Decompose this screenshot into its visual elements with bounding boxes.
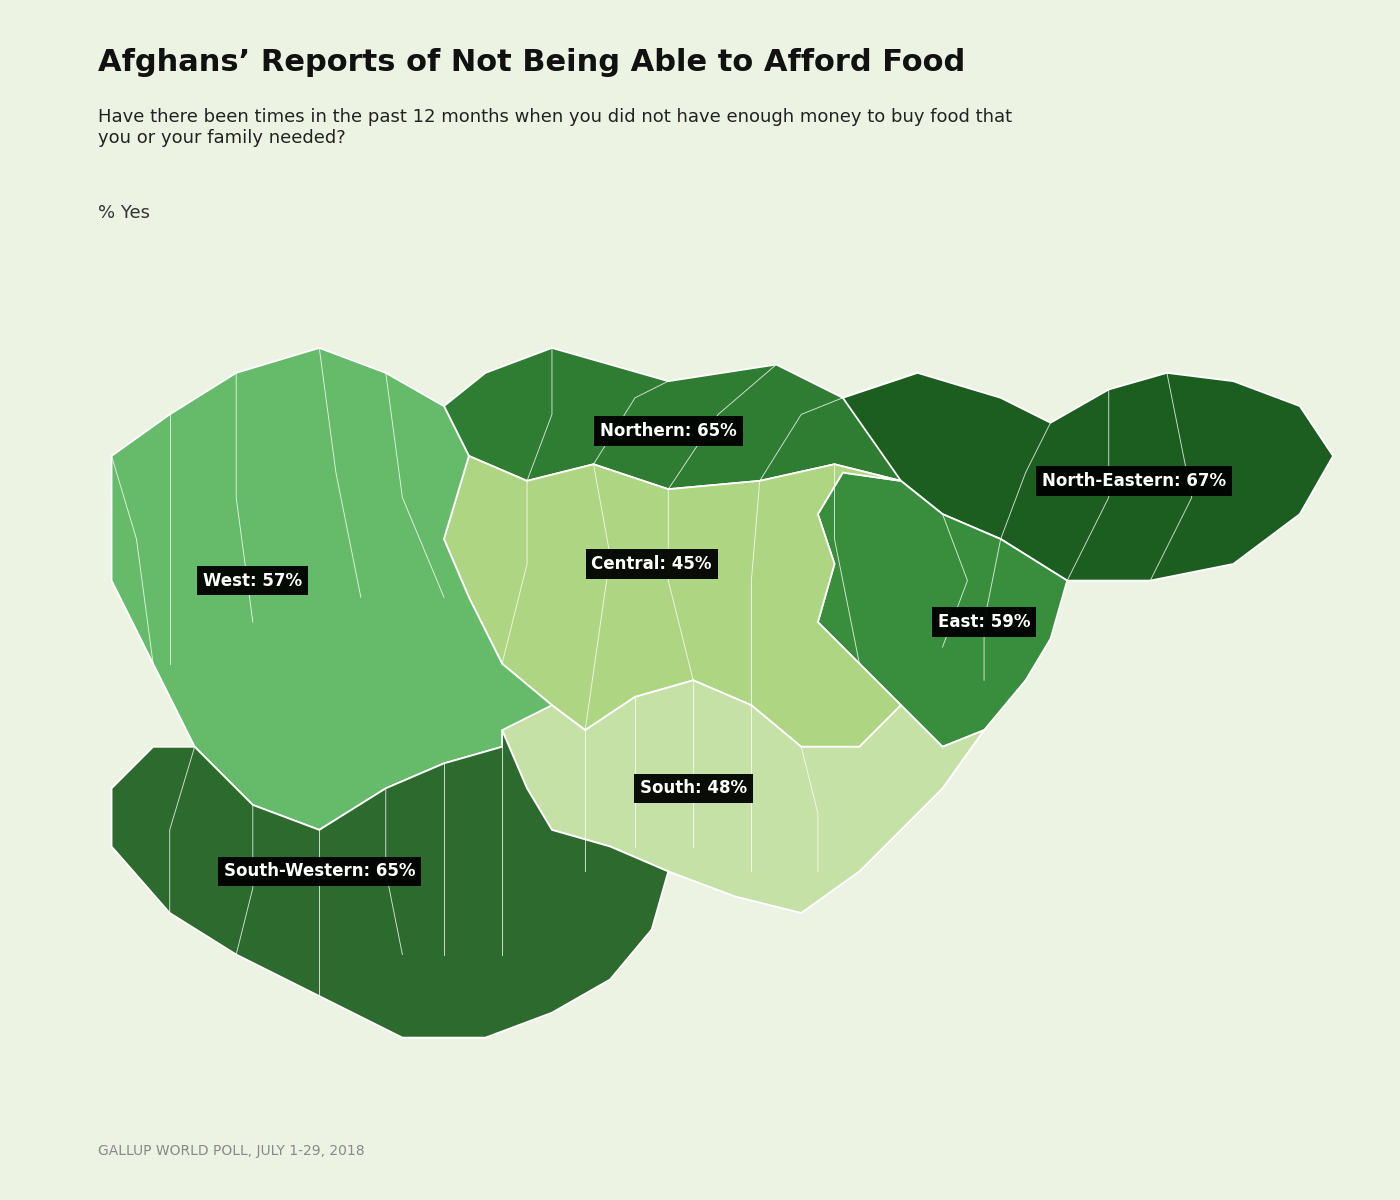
Text: Central: 45%: Central: 45% <box>591 554 713 572</box>
Text: % Yes: % Yes <box>98 204 150 222</box>
Polygon shape <box>112 348 552 830</box>
Polygon shape <box>444 348 1026 490</box>
Polygon shape <box>503 680 984 913</box>
Polygon shape <box>843 373 1333 581</box>
Text: Have there been times in the past 12 months when you did not have enough money t: Have there been times in the past 12 mon… <box>98 108 1012 146</box>
Text: East: 59%: East: 59% <box>938 613 1030 631</box>
Polygon shape <box>818 473 1067 746</box>
Text: South-Western: 65%: South-Western: 65% <box>224 863 414 881</box>
Polygon shape <box>444 456 902 746</box>
Text: North-Eastern: 67%: North-Eastern: 67% <box>1042 472 1226 490</box>
Polygon shape <box>112 730 668 1038</box>
Text: GALLUP WORLD POLL, JULY 1-29, 2018: GALLUP WORLD POLL, JULY 1-29, 2018 <box>98 1144 364 1158</box>
Text: Northern: 65%: Northern: 65% <box>601 422 736 440</box>
Text: West: 57%: West: 57% <box>203 571 302 589</box>
Text: South: 48%: South: 48% <box>640 779 746 797</box>
Text: Afghans’ Reports of Not Being Able to Afford Food: Afghans’ Reports of Not Being Able to Af… <box>98 48 965 77</box>
